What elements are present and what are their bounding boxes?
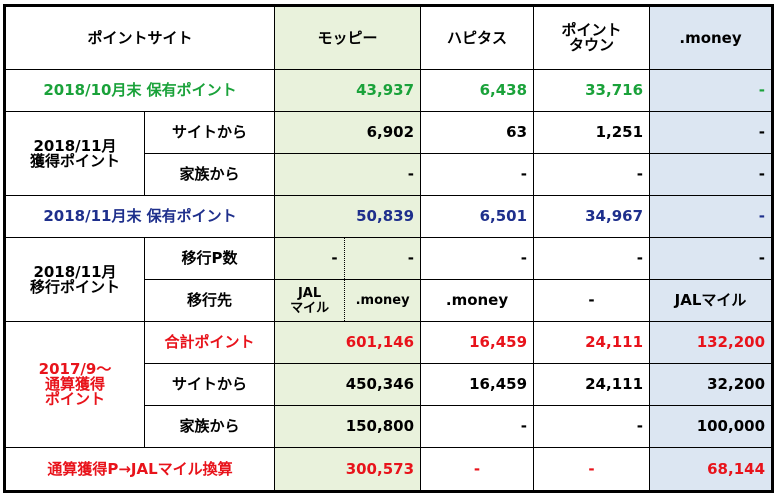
cumulative-total-hapitas: 16,459 — [420, 321, 535, 364]
nov-end-label: 2018/11月末 保有ポイント — [3, 195, 276, 238]
nov-earned-site-row: 2018/11月 獲得ポイント サイトから 6,902 63 1,251 - — [4, 111, 774, 196]
cumulative-total-moppy: 601,146 — [274, 321, 422, 364]
nov-transfer-dest-label: 移行先 — [143, 279, 276, 322]
nov-transfer-label-line2: 移行ポイント — [29, 277, 120, 296]
header-pointtown: ポイント タウン — [533, 5, 651, 70]
cumulative-family-pointtown: - — [533, 405, 651, 448]
nov-earned-site-hapitas: 63 — [420, 111, 535, 154]
cumulative-total-row: 2017/9〜 通算獲得 ポイント 合計ポイント 601,146 16,459 … — [4, 321, 774, 448]
nov-transfer-dest-moppy-a-line2: マイル — [290, 300, 330, 316]
jal-conversion-money: 68,144 — [649, 447, 774, 492]
nov-transfer-label-line1: 2018/11月 — [33, 262, 117, 281]
nov-end-row: 2018/11月末 保有ポイント 50,839 6,501 34,967 - — [3, 195, 774, 238]
header-pointtown-line2: タウン — [569, 36, 615, 54]
nov-transfer-label: 2018/11月 移行ポイント — [4, 237, 145, 322]
cumulative-site-hapitas: 16,459 — [420, 363, 535, 406]
nov-transfer-count-pointtown: - — [533, 237, 651, 280]
oct-end-label: 2018/10月末 保有ポイント — [3, 69, 276, 112]
cumulative-family-hapitas: - — [420, 405, 535, 448]
cumulative-total-money: 132,200 — [649, 321, 774, 364]
cumulative-family-moppy: 150,800 — [274, 405, 422, 448]
cumulative-site-label: サイトから — [143, 363, 276, 406]
nov-transfer-count-label: 移行P数 — [143, 237, 276, 280]
nov-end-moppy: 50,839 — [274, 195, 422, 238]
jal-conversion-label: 通算獲得P→JALマイル換算 — [3, 447, 276, 492]
cumulative-total-pointtown: 24,111 — [533, 321, 651, 364]
nov-earned-label: 2018/11月 獲得ポイント — [4, 111, 145, 196]
nov-earned-label-line1: 2018/11月 — [33, 136, 117, 155]
nov-earned-family-row: 家族から - - - - — [5, 153, 774, 196]
cumulative-site-money: 32,200 — [649, 363, 774, 406]
nov-end-hapitas: 6,501 — [420, 195, 535, 238]
nov-earned-site-money: - — [649, 111, 774, 154]
nov-earned-site-label: サイトから — [143, 111, 276, 154]
oct-end-pointtown: 33,716 — [533, 69, 651, 112]
cumulative-site-moppy: 450,346 — [274, 363, 422, 406]
nov-earned-site-pointtown: 1,251 — [533, 111, 651, 154]
nov-earned-family-money: - — [649, 153, 774, 196]
jal-conversion-row: 通算獲得P→JALマイル換算 300,573 - - 68,144 — [3, 447, 774, 492]
nov-earned-label-line2: 獲得ポイント — [29, 151, 120, 170]
header-row: ポイントサイト モッピー ハピタス ポイント タウン .money — [3, 5, 774, 70]
nov-earned-family-label: 家族から — [143, 153, 276, 196]
cumulative-site-pointtown: 24,111 — [533, 363, 651, 406]
nov-transfer-dest-moppy-a: JAL マイル — [276, 280, 346, 321]
nov-earned-family-moppy: - — [274, 153, 422, 196]
cumulative-site-row: サイトから 450,346 16,459 24,111 32,200 — [5, 363, 774, 406]
oct-end-row: 2018/10月末 保有ポイント 43,937 6,438 33,716 - — [3, 69, 774, 112]
nov-transfer-dest-moppy: JAL マイル .money — [274, 279, 422, 322]
oct-end-hapitas: 6,438 — [420, 69, 535, 112]
nov-transfer-dest-hapitas: .money — [420, 279, 535, 322]
nov-transfer-dest-money: JALマイル — [649, 279, 774, 322]
cumulative-family-label: 家族から — [143, 405, 276, 448]
header-site-label: ポイントサイト — [3, 5, 276, 70]
header-money: .money — [649, 5, 774, 70]
nov-transfer-count-money: - — [649, 237, 774, 280]
nov-transfer-dest-moppy-b: .money — [355, 293, 410, 308]
nov-transfer-count-moppy-b: - — [407, 249, 414, 267]
header-moppy: モッピー — [274, 5, 422, 70]
nov-earned-site-moppy: 6,902 — [274, 111, 422, 154]
header-pointtown-line1: ポイント — [561, 21, 622, 39]
nov-earned-family-pointtown: - — [533, 153, 651, 196]
nov-earned-family-hapitas: - — [420, 153, 535, 196]
jal-conversion-hapitas: - — [420, 447, 535, 492]
cumulative-family-money: 100,000 — [649, 405, 774, 448]
nov-transfer-count-moppy: - - — [274, 237, 422, 280]
oct-end-money: - — [649, 69, 774, 112]
jal-conversion-pointtown: - — [533, 447, 651, 492]
cumulative-label-line3: ポイント — [44, 390, 105, 408]
jal-conversion-moppy: 300,573 — [274, 447, 422, 492]
cumulative-label: 2017/9〜 通算獲得 ポイント — [4, 321, 145, 448]
cumulative-label-line1: 2017/9〜 — [38, 360, 112, 378]
cumulative-total-label: 合計ポイント — [143, 321, 276, 364]
nov-transfer-count-row: 2018/11月 移行ポイント 移行P数 - - - - - — [4, 237, 774, 322]
points-table: ポイントサイト モッピー ハピタス ポイント タウン .money 2018/1… — [3, 4, 774, 493]
nov-transfer-dest-moppy-a-line1: JAL — [297, 285, 322, 301]
nov-transfer-dest-pointtown: - — [533, 279, 651, 322]
nov-transfer-dest-row: 移行先 JAL マイル .money .money - JALマイル — [5, 279, 774, 322]
nov-end-pointtown: 34,967 — [533, 195, 651, 238]
nov-end-money: - — [649, 195, 774, 238]
nov-transfer-count-hapitas: - — [420, 237, 535, 280]
oct-end-moppy: 43,937 — [274, 69, 422, 112]
cumulative-label-line2: 通算獲得 — [44, 375, 105, 393]
header-hapitas: ハピタス — [420, 5, 535, 70]
nov-transfer-count-moppy-a: - — [276, 238, 345, 279]
